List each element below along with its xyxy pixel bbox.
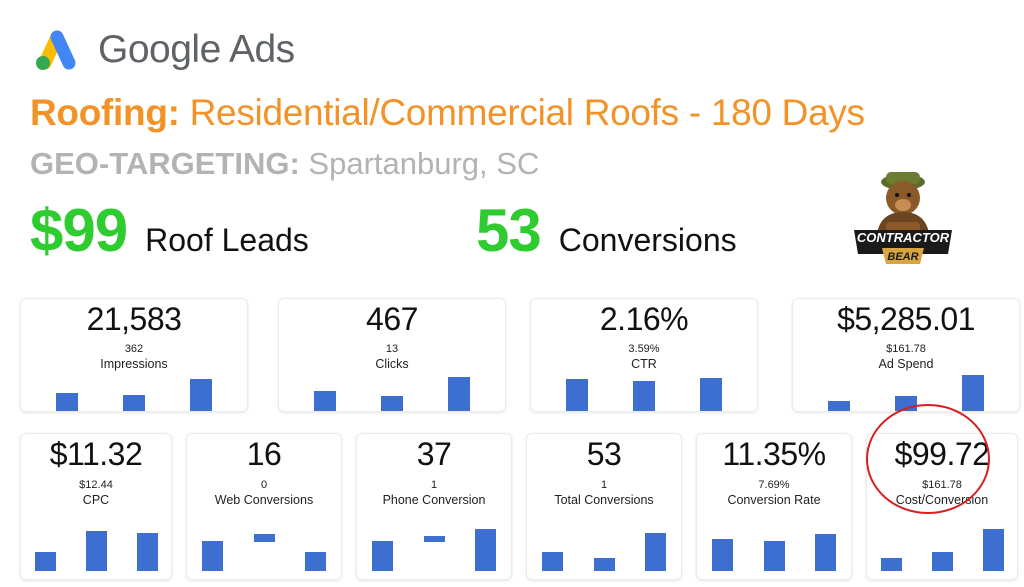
trend-bar [313, 391, 336, 411]
metric-value: 16 [246, 436, 282, 472]
metric-value: $99.72 [894, 436, 990, 472]
trend-bar [645, 533, 667, 571]
metric-value: 37 [416, 436, 452, 472]
kpi-label: Roof Leads [145, 222, 309, 258]
metric-name: Total Conversions [554, 493, 654, 507]
metric-card-cpc[interactable]: $11.32 $12.44 CPC [20, 433, 172, 580]
trend-bar [381, 396, 403, 411]
metric-name: CTR [631, 357, 657, 371]
metric-value: 2.16% [599, 301, 689, 337]
metric-name: Phone Conversion [382, 493, 486, 507]
metric-value: 11.35% [722, 436, 826, 472]
trend-bar [982, 529, 1004, 571]
metric-sub-value: 0 [260, 479, 268, 491]
trend-bar [123, 395, 145, 411]
geo-label: GEO-TARGETING: [30, 146, 300, 181]
brand-name: Google Ads [98, 28, 295, 71]
metric-card-impressions[interactable]: 21,583 362 Impressions [20, 298, 248, 412]
metric-name: Ad Spend [878, 357, 934, 371]
metric-sub-value: $12.44 [79, 479, 113, 491]
metric-value: 53 [586, 436, 622, 472]
geo-location: Spartanburg, SC [308, 146, 540, 181]
metric-card-ad-spend[interactable]: $5,285.01 $161.78 Ad Spend [792, 298, 1020, 412]
trend-bar [136, 533, 158, 571]
trend-bar [253, 533, 275, 542]
metric-sub-value: $161.78 [922, 479, 962, 491]
metric-name: Impressions [100, 357, 168, 371]
title-text: Residential/Commercial Roofs - 180 Days [189, 92, 865, 133]
metric-sub-value: 1 [600, 479, 608, 491]
mascot-text-line1: CONTRACTOR [857, 230, 950, 245]
metric-sub-value: 13 [385, 343, 399, 355]
metric-card-phone-conversion[interactable]: 37 1 Phone Conversion [356, 433, 512, 580]
kpi-value: $99 [30, 197, 128, 264]
header: Google Ads [30, 24, 295, 76]
metric-sub-value: 3.59% [628, 343, 660, 355]
trend-bar [85, 531, 107, 571]
kpi-label: Conversions [558, 222, 737, 258]
trend-bar [541, 552, 563, 571]
metric-name: Clicks [375, 357, 409, 371]
metric-sub-value: 362 [124, 343, 144, 355]
metric-card-total-conversions[interactable]: 53 1 Total Conversions [526, 433, 682, 580]
trend-bar [55, 393, 78, 411]
metric-sub-value: 7.69% [758, 479, 790, 491]
trend-bar [448, 377, 471, 411]
trend-bar [962, 375, 985, 411]
trend-bar [700, 378, 723, 411]
trend-bar [34, 552, 56, 571]
metric-card-conversion-rate[interactable]: 11.35% 7.69% Conversion Rate [696, 433, 852, 580]
trend-bar [895, 396, 917, 411]
trend-bar [633, 381, 655, 411]
kpi-value: 53 [476, 197, 542, 264]
trend-bar [305, 552, 327, 571]
kpi-roof-leads: $99 Roof Leads [30, 196, 309, 265]
metric-name: CPC [82, 493, 110, 507]
metric-value: 467 [366, 301, 418, 337]
title-category: Roofing: [30, 92, 180, 133]
trend-bar [827, 401, 850, 411]
contractor-bear-logo: CONTRACTOR BEAR [854, 172, 952, 264]
geo-targeting: GEO-TARGETING: Spartanburg, SC [30, 146, 539, 182]
trend-bar [815, 534, 837, 571]
metric-card-cost-conversion[interactable]: $99.72 $161.78 Cost/Conversion [866, 433, 1018, 580]
trend-bar [475, 529, 497, 571]
trend-bar [371, 541, 393, 571]
metric-card-web-conversions[interactable]: 16 0 Web Conversions [186, 433, 342, 580]
trend-bar [565, 379, 588, 411]
metric-name: Web Conversions [214, 493, 314, 507]
metric-name: Conversion Rate [727, 493, 821, 507]
metric-sub-value: 1 [430, 479, 438, 491]
trend-bar [763, 541, 785, 571]
metric-value: $11.32 [49, 436, 143, 472]
metric-value: $5,285.01 [837, 301, 975, 337]
metric-value: 21,583 [86, 301, 182, 337]
metric-card-clicks[interactable]: 467 13 Clicks [278, 298, 506, 412]
metric-card-ctr[interactable]: 2.16% 3.59% CTR [530, 298, 758, 412]
kpi-conversions: 53 Conversions [476, 196, 737, 265]
google-ads-logo-icon [36, 30, 76, 70]
mascot-text-line2: BEAR [887, 251, 918, 263]
trend-bar [190, 379, 213, 411]
campaign-title: Roofing: Residential/Commercial Roofs - … [30, 92, 865, 134]
metric-name: Cost/Conversion [895, 493, 989, 507]
trend-bar [593, 558, 615, 571]
trend-bar [931, 552, 953, 571]
trend-bar [711, 539, 733, 571]
metric-sub-value: $161.78 [886, 343, 926, 355]
trend-bar [423, 535, 445, 542]
trend-bar [201, 541, 223, 571]
trend-bar [880, 558, 902, 571]
